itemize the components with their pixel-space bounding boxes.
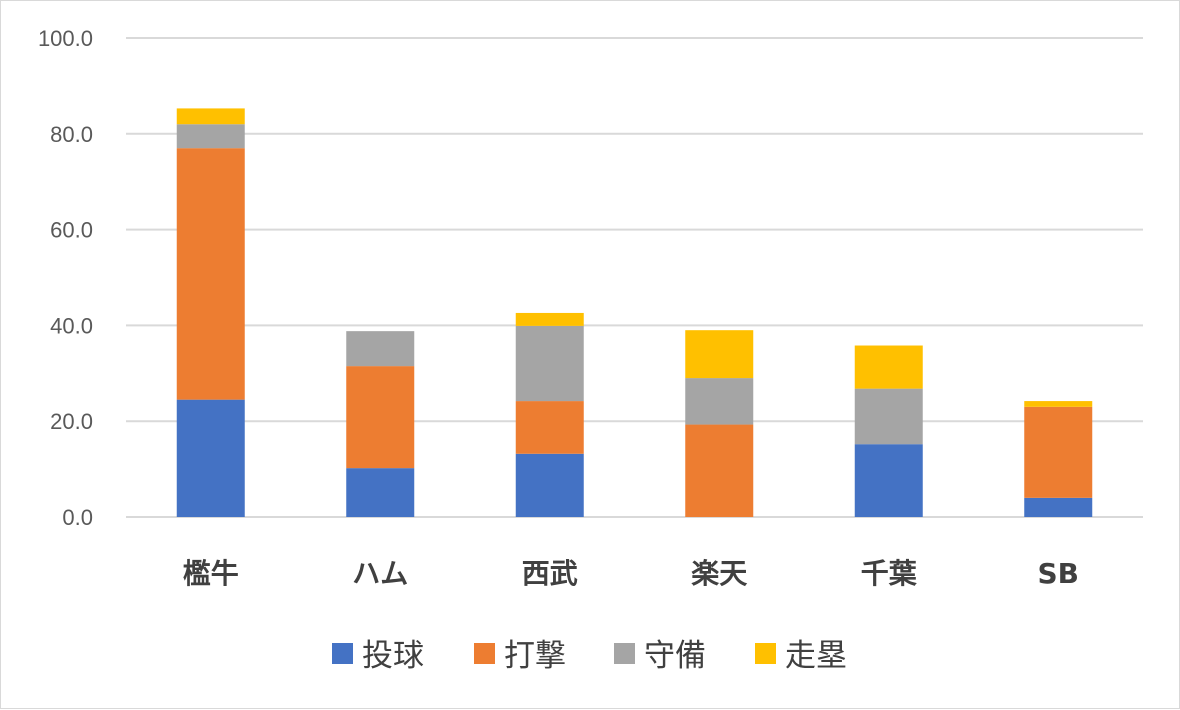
bar-segment bbox=[176, 124, 245, 149]
bar-segment bbox=[346, 331, 415, 367]
legend-swatch bbox=[332, 643, 353, 664]
legend-swatch bbox=[474, 643, 495, 664]
bar-segment bbox=[176, 108, 245, 125]
bars bbox=[176, 108, 1093, 517]
y-tick-label: 40.0 bbox=[50, 313, 93, 338]
x-category-label: 西武 bbox=[522, 557, 578, 590]
bar-segment bbox=[1024, 406, 1093, 498]
y-tick-label: 20.0 bbox=[50, 409, 93, 434]
x-category-label: 千葉 bbox=[861, 557, 918, 590]
bar-segment bbox=[515, 312, 584, 326]
bar-segment bbox=[854, 388, 923, 445]
bar-segment bbox=[176, 399, 245, 517]
legend-swatch bbox=[755, 643, 776, 664]
y-tick-label: 60.0 bbox=[50, 218, 93, 243]
legend-label: 走塁 bbox=[785, 638, 847, 674]
y-tick-label: 0.0 bbox=[62, 505, 93, 530]
legend: 投球 打撃 守備 走塁 bbox=[332, 638, 847, 674]
bar-segment bbox=[1024, 401, 1093, 407]
x-category-label: SB bbox=[1037, 557, 1079, 590]
y-tick-label: 100.0 bbox=[38, 26, 93, 51]
bar-segment bbox=[685, 330, 754, 379]
bar-segment bbox=[854, 345, 923, 389]
bar-segment bbox=[515, 453, 584, 517]
legend-label: 打撃 bbox=[504, 638, 566, 674]
bar-segment bbox=[685, 424, 754, 517]
bar-segment bbox=[515, 401, 584, 454]
bar-segment bbox=[346, 468, 415, 517]
x-category-label: 檻牛 bbox=[183, 557, 239, 590]
legend-label: 守備 bbox=[644, 638, 706, 674]
bar-segment bbox=[176, 148, 245, 400]
legend-swatch bbox=[614, 643, 635, 664]
bar-segment bbox=[346, 366, 415, 469]
legend-label: 投球 bbox=[362, 638, 424, 674]
bar-segment bbox=[515, 325, 584, 402]
bar-segment bbox=[854, 444, 923, 517]
x-category-label: 楽天 bbox=[691, 557, 747, 590]
y-axis-ticks: 0.0 20.0 40.0 60.0 80.0 100.0 bbox=[38, 26, 93, 530]
x-category-label: ハム bbox=[352, 557, 408, 590]
y-tick-label: 80.0 bbox=[50, 122, 93, 147]
bar-segment bbox=[685, 378, 754, 425]
gridlines bbox=[126, 37, 1143, 518]
x-axis-categories: 檻牛 ハム 西武 楽天 千葉 SB bbox=[183, 557, 1079, 590]
bar-segment bbox=[1024, 497, 1093, 517]
